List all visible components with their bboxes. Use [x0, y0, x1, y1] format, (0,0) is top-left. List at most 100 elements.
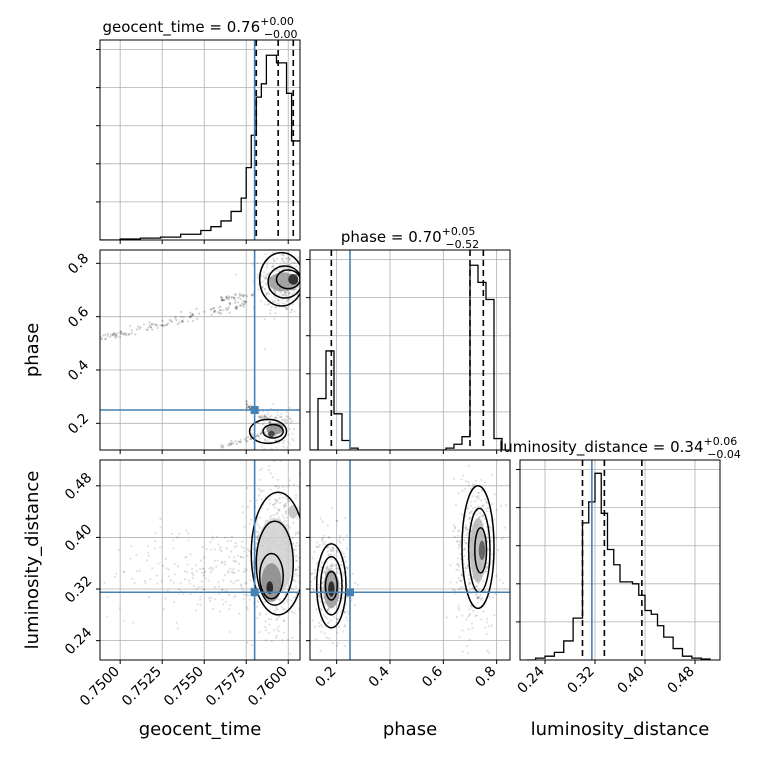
x-tick-label: 0.24 — [514, 663, 547, 696]
sample-point — [239, 441, 242, 444]
sample-point — [199, 598, 202, 601]
sample-point — [320, 608, 323, 611]
sample-point — [337, 625, 341, 628]
sample-point — [467, 481, 470, 484]
sample-point — [221, 298, 224, 301]
sample-point — [114, 333, 117, 336]
sample-point — [247, 405, 250, 408]
sample-point — [250, 437, 253, 441]
sample-point — [218, 592, 221, 595]
sample-point — [195, 570, 198, 573]
scatter-frame — [309, 459, 511, 661]
sample-point — [246, 505, 250, 508]
sample-point — [201, 571, 204, 575]
sample-point — [282, 442, 285, 445]
sample-point — [455, 581, 458, 584]
sample-point — [285, 308, 288, 311]
sample-point — [130, 329, 133, 332]
sample-point — [333, 548, 336, 551]
sample-point — [289, 264, 292, 267]
sample-point — [468, 516, 472, 519]
sample-point — [181, 320, 184, 324]
sample-point — [452, 530, 455, 533]
sample-point — [154, 531, 157, 534]
hist-panel-luminosity_distance — [520, 460, 720, 660]
sample-point — [491, 503, 494, 506]
sample-point — [313, 625, 317, 628]
sample-point — [312, 578, 316, 581]
sample-point — [465, 533, 468, 537]
sample-point — [237, 440, 240, 443]
sample-point — [278, 509, 281, 512]
sample-point — [176, 536, 179, 539]
sample-point — [221, 598, 224, 601]
sample-point — [326, 524, 329, 527]
sample-point — [276, 498, 279, 502]
sample-point — [275, 512, 278, 516]
sample-point — [292, 289, 295, 292]
contour-line — [461, 485, 495, 610]
sample-point — [466, 567, 470, 570]
sample-point — [245, 606, 248, 609]
sample-point — [104, 333, 107, 336]
sample-point — [235, 305, 238, 308]
sample-point — [301, 549, 303, 551]
sample-point — [118, 335, 122, 339]
sample-point — [244, 294, 247, 297]
sample-point — [479, 594, 482, 597]
sample-point — [290, 308, 293, 311]
sample-point — [314, 576, 317, 579]
sample-point — [282, 293, 285, 297]
sample-point — [227, 444, 230, 447]
sample-point — [222, 298, 225, 301]
sample-point — [280, 253, 283, 257]
sample-point — [476, 593, 479, 596]
sample-point — [285, 267, 288, 270]
sample-point — [319, 649, 322, 653]
sample-point — [323, 540, 326, 544]
sample-point — [343, 610, 346, 613]
sample-point — [111, 333, 114, 337]
sample-point — [257, 487, 261, 491]
sample-point — [227, 305, 230, 308]
sample-point — [232, 297, 236, 300]
sample-point — [168, 318, 171, 322]
y-tick-label: 0.8 — [65, 251, 92, 278]
sample-point — [281, 259, 284, 262]
sample-point — [225, 547, 228, 550]
sample-point — [327, 553, 330, 556]
sample-point — [209, 548, 212, 551]
sample-point — [266, 263, 269, 266]
sample-point — [294, 544, 297, 548]
sample-point — [485, 617, 489, 620]
sample-point — [483, 517, 486, 520]
sample-point — [485, 501, 488, 505]
sample-point — [294, 572, 297, 576]
sample-point — [271, 476, 274, 479]
sample-point — [227, 296, 231, 299]
sample-point — [264, 303, 267, 306]
sample-point — [217, 580, 220, 584]
sample-point — [495, 574, 498, 577]
sample-point — [232, 556, 235, 559]
sample-point — [169, 579, 173, 582]
sample-point — [318, 543, 321, 547]
sample-point — [232, 582, 235, 585]
sample-point — [464, 567, 467, 570]
sample-point — [235, 306, 239, 309]
sample-point — [462, 548, 465, 551]
sample-point — [464, 542, 467, 545]
sample-point — [480, 599, 483, 602]
sample-point — [234, 299, 237, 302]
sample-point — [259, 416, 262, 419]
x-tick-label: 0.7525 — [119, 664, 165, 710]
sample-point — [292, 483, 296, 486]
sample-point — [214, 598, 217, 601]
sample-point — [184, 556, 187, 559]
sample-point — [214, 309, 217, 312]
sample-point — [474, 479, 478, 482]
sample-point — [322, 613, 326, 616]
sample-point — [251, 293, 254, 296]
sample-point — [458, 636, 461, 639]
sample-point — [270, 640, 273, 643]
